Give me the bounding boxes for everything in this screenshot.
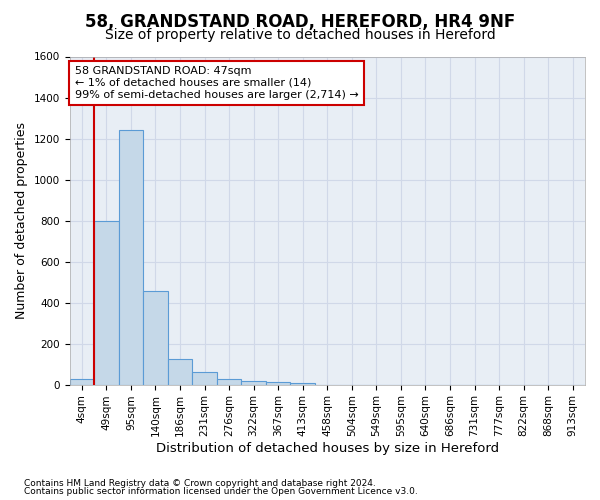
Text: 58, GRANDSTAND ROAD, HEREFORD, HR4 9NF: 58, GRANDSTAND ROAD, HEREFORD, HR4 9NF: [85, 12, 515, 30]
Bar: [70, 380, 94, 384]
Bar: [94, 220, 119, 384]
X-axis label: Distribution of detached houses by size in Hereford: Distribution of detached houses by size …: [156, 442, 499, 455]
Bar: [168, 359, 192, 384]
Bar: [119, 130, 143, 384]
Y-axis label: Number of detached properties: Number of detached properties: [15, 122, 28, 319]
Text: Size of property relative to detached houses in Hereford: Size of property relative to detached ho…: [104, 28, 496, 42]
Bar: [266, 382, 290, 384]
Bar: [192, 372, 217, 384]
Bar: [241, 381, 266, 384]
Bar: [290, 382, 315, 384]
Bar: [217, 379, 241, 384]
Bar: [143, 292, 168, 384]
Text: Contains HM Land Registry data © Crown copyright and database right 2024.: Contains HM Land Registry data © Crown c…: [24, 478, 376, 488]
Text: Contains public sector information licensed under the Open Government Licence v3: Contains public sector information licen…: [24, 488, 418, 496]
Text: 58 GRANDSTAND ROAD: 47sqm
← 1% of detached houses are smaller (14)
99% of semi-d: 58 GRANDSTAND ROAD: 47sqm ← 1% of detach…: [74, 66, 358, 100]
